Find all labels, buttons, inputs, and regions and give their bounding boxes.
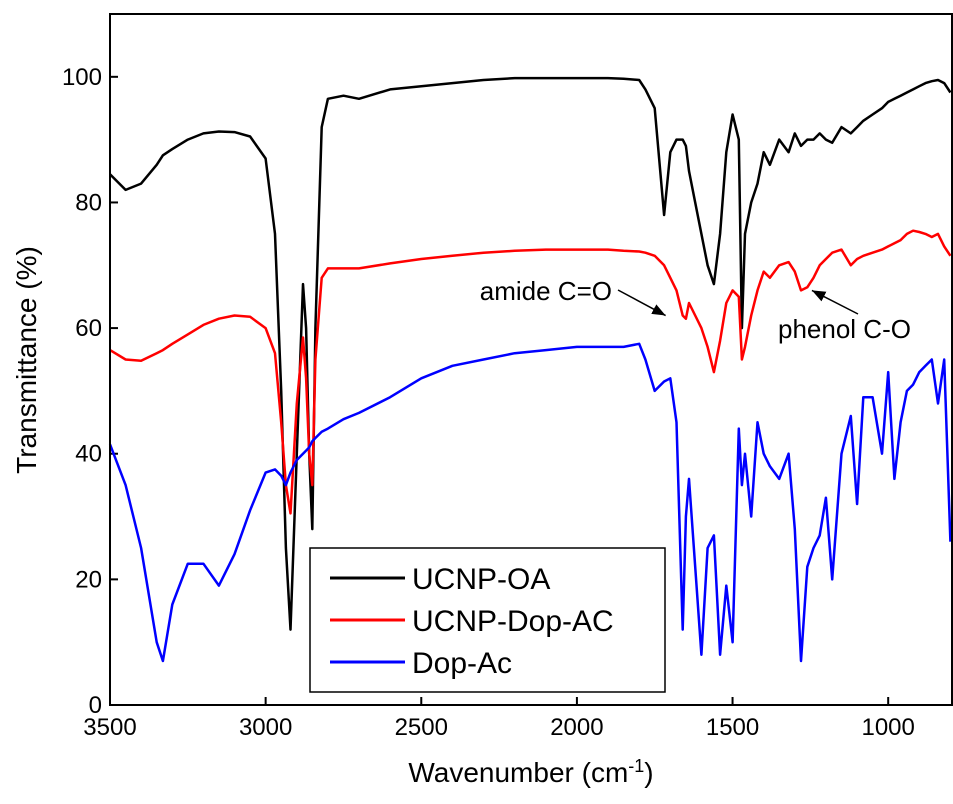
y-tick-label: 100 [62, 64, 102, 91]
x-tick-label: 1500 [706, 714, 759, 741]
x-tick-label: 3000 [239, 714, 292, 741]
series-line [109, 229, 952, 515]
y-axis-title: Transmittance (%) [11, 246, 42, 474]
x-tick-label: 3500 [83, 714, 136, 741]
x-tick-label: 2500 [395, 714, 448, 741]
legend-label: UCNP-OA [412, 563, 550, 596]
legend-label: UCNP-Dop-AC [412, 605, 614, 638]
series-line [109, 76, 952, 631]
y-tick-label: 0 [89, 692, 102, 719]
legend-label: Dop-Ac [412, 647, 512, 680]
x-tick-label: 2000 [550, 714, 603, 741]
legend: UCNP-OA UCNP-Dop-AC Dop-Ac [309, 547, 666, 693]
y-tick-label: 40 [75, 441, 102, 468]
y-tick-label: 20 [75, 566, 102, 593]
series-line [108, 342, 952, 663]
x-axis-title: Wavenumber (cm-1) [408, 756, 653, 788]
annotation-text: phenol C-O [778, 314, 911, 344]
x-tick-label: 1000 [861, 714, 914, 741]
annotation-text: amide C=O [480, 276, 612, 306]
y-tick-label: 60 [75, 315, 102, 342]
annotation-arrow [811, 289, 859, 315]
annotation-arrow [617, 289, 666, 317]
plot-frame [109, 13, 953, 706]
y-tick-label: 80 [75, 189, 102, 216]
